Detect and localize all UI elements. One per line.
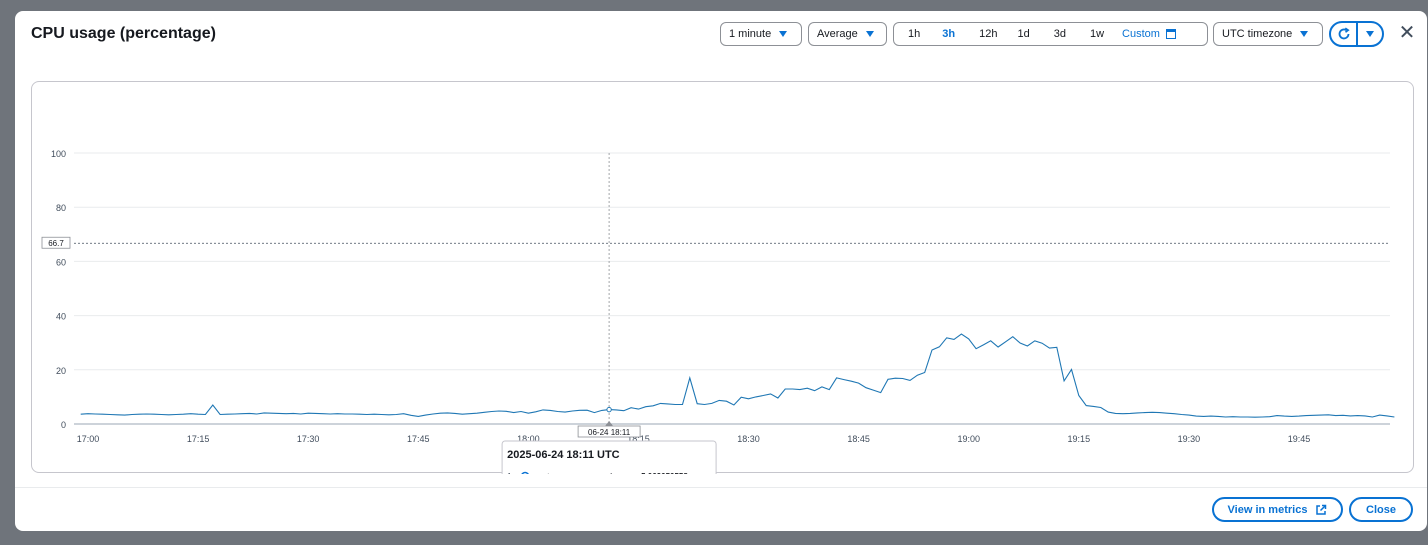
x-tick-label: 19:15: [1068, 434, 1091, 444]
close-icon[interactable]: ✕: [1398, 22, 1416, 44]
x-tick-label: 18:30: [737, 434, 760, 444]
refresh-options-button[interactable]: [1358, 23, 1382, 45]
range-3h[interactable]: 3h: [942, 28, 956, 40]
hover-point: [606, 406, 612, 413]
threshold-label: 66.7: [48, 239, 64, 248]
statistic-value: Average: [817, 28, 858, 40]
crosshair-pointer: [605, 421, 614, 426]
x-tick-label: 19:30: [1178, 434, 1201, 444]
caret-down-icon: [1300, 31, 1309, 37]
period-value: 1 minute: [729, 28, 772, 40]
close-button[interactable]: Close: [1349, 497, 1413, 522]
x-tick-label: 18:00: [517, 434, 540, 444]
y-tick-label: 0: [61, 420, 66, 430]
caret-down-icon: [865, 31, 874, 37]
cpu-line-chart: 0 20 40 60 80 100 17:00 17:15 17:30 17:45 18:00 18:…: [41, 149, 1395, 487]
x-tick-label: 19:45: [1288, 434, 1311, 444]
x-tick-label: 17:15: [187, 434, 210, 444]
tooltip-series-marker: [520, 471, 530, 481]
y-tick-label: 100: [51, 149, 66, 159]
crosshair-x-label: 06-24 18:11: [588, 428, 631, 437]
x-tick-label: 18:15: [627, 434, 650, 444]
period-select[interactable]: 1 minute: [720, 22, 802, 46]
footer-divider: [15, 487, 1427, 488]
calendar-icon: [1165, 29, 1176, 39]
range-custom[interactable]: Custom: [1114, 28, 1176, 40]
modal-title: CPU usage (percentage): [31, 25, 216, 42]
caret-down-icon: [779, 31, 788, 37]
view-in-metrics-label: View in metrics: [1227, 503, 1308, 516]
tooltip-series-name: system.cpu.usage.value: [535, 472, 621, 474]
x-tick-label: 19:00: [957, 434, 980, 444]
tooltip-value: 5.062050558: [641, 472, 688, 474]
cpu-usage-modal: CPU usage (percentage) 1 minute Average …: [15, 11, 1427, 531]
custom-label: Custom: [1122, 28, 1160, 40]
x-tick-label: 17:45: [407, 434, 430, 444]
range-12h[interactable]: 12h: [979, 28, 998, 40]
range-1d[interactable]: 1d: [1017, 28, 1030, 40]
time-range-selector: 1h 3h 12h 1d 3d 1w Custom: [893, 22, 1208, 46]
refresh-split-button: [1329, 21, 1384, 47]
y-tick-label: 20: [56, 366, 66, 376]
chart-container: 0 20 40 60 80 100 17:00 17:15 17:30 17:45 18:00 18:…: [31, 81, 1414, 487]
y-tick-label: 60: [56, 257, 66, 267]
timezone-select[interactable]: UTC timezone: [1213, 22, 1323, 46]
y-tick-label: 80: [56, 203, 66, 213]
series-line: [80, 333, 1395, 418]
x-tick-label: 18:45: [847, 434, 870, 444]
y-tick-label: 40: [56, 312, 66, 322]
x-tick-label: 17:00: [77, 434, 100, 444]
view-in-metrics-button[interactable]: View in metrics: [1212, 497, 1343, 522]
range-1w[interactable]: 1w: [1089, 28, 1105, 40]
refresh-icon: [1338, 27, 1350, 40]
x-tick-label: 17:30: [297, 434, 320, 444]
range-1h[interactable]: 1h: [908, 28, 921, 40]
caret-down-icon: [1366, 31, 1374, 37]
statistic-select[interactable]: Average: [808, 22, 887, 46]
refresh-button[interactable]: [1331, 23, 1358, 45]
range-3d[interactable]: 3d: [1053, 28, 1066, 40]
timezone-value: UTC timezone: [1222, 28, 1293, 40]
external-link-icon: [1316, 504, 1327, 515]
threshold-label-box: [41, 236, 71, 249]
tooltip-title: 2025-06-24 18:11 UTC: [507, 449, 620, 461]
tooltip-index: 1.: [507, 472, 514, 474]
